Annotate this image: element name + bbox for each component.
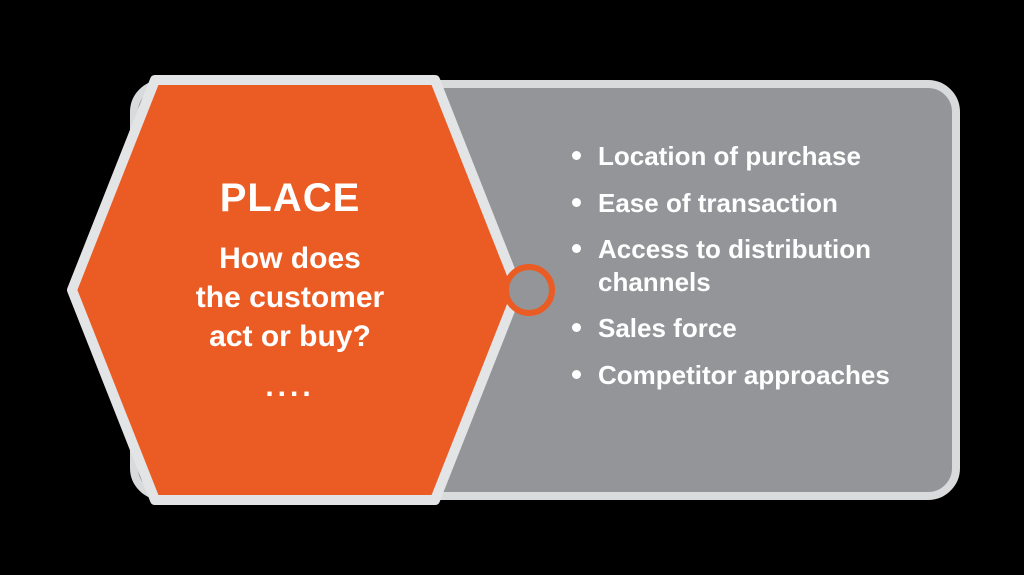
bullet-item: Access to distribution channels xyxy=(572,233,932,298)
hexagon-badge: PLACE How doesthe customeract or buy? ..… xyxy=(60,68,530,512)
hexagon-content: PLACE How doesthe customeract or buy? ..… xyxy=(60,68,530,512)
bullet-item: Location of purchase xyxy=(572,140,932,173)
bullet-item: Ease of transaction xyxy=(572,187,932,220)
play-icon xyxy=(503,264,555,316)
hexagon-subtitle: How doesthe customeract or buy? xyxy=(196,239,384,356)
hexagon-dots: .... xyxy=(265,370,314,404)
play-icon-ring xyxy=(503,264,555,316)
hexagon-title: PLACE xyxy=(220,176,361,221)
bullet-item: Competitor approaches xyxy=(572,359,932,392)
detail-bullet-list: Location of purchase Ease of transaction A… xyxy=(572,140,932,405)
bullet-item: Sales force xyxy=(572,312,932,345)
infographic-stage: PLACE How doesthe customeract or buy? ..… xyxy=(0,0,1024,575)
